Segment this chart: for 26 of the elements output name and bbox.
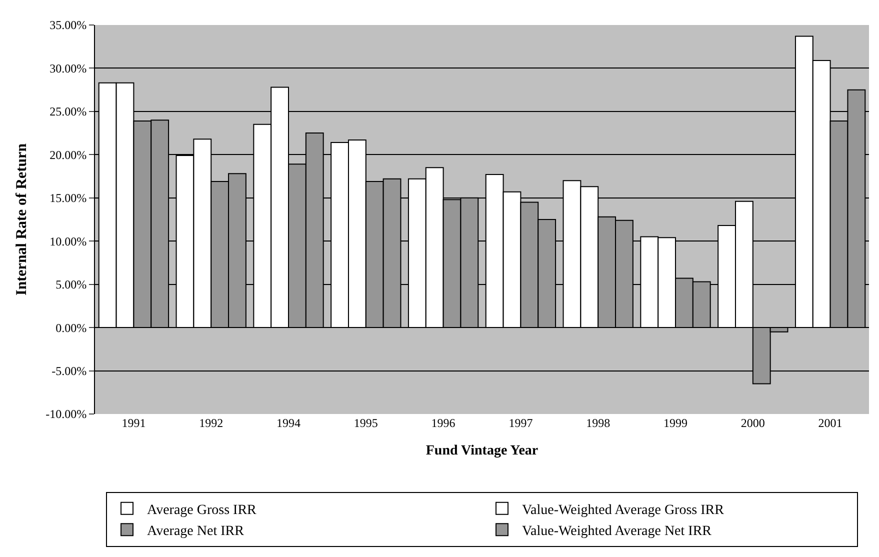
y-tick-label: -5.00%: [52, 364, 87, 378]
y-tick-label: 20.00%: [50, 148, 87, 162]
x-tick-label: 1992: [199, 416, 224, 430]
legend-label: Value-Weighted Average Gross IRR: [522, 502, 725, 518]
x-tick-label: 2001: [818, 416, 842, 430]
y-tick-label: 5.00%: [56, 278, 87, 292]
y-tick-label: 35.00%: [50, 18, 87, 32]
y-tick-label: 0.00%: [56, 320, 87, 335]
x-tick-label: 1996: [431, 416, 456, 430]
x-tick-label: 1994: [276, 416, 300, 430]
y-tick-label: 10.00%: [50, 234, 87, 248]
y-tick-label: 30.00%: [50, 61, 87, 76]
y-tick-label: 15.00%: [50, 191, 87, 206]
legend-label: Average Gross IRR: [147, 502, 258, 518]
y-axis-title: Internal Rate of Return: [14, 142, 30, 296]
x-axis-title: Fund Vintage Year: [426, 443, 538, 458]
x-tick-label: 1995: [354, 416, 378, 430]
y-tick-label: 25.00%: [50, 104, 87, 119]
x-tick-label: 1991: [122, 416, 146, 430]
x-tick-label: 1997: [508, 416, 533, 430]
legend-label: Value-Weighted Average Net IRR: [522, 524, 712, 540]
x-tick-label: 1999: [664, 416, 688, 430]
y-tick-label: -10.00%: [46, 407, 87, 422]
x-tick-label: 1998: [586, 416, 610, 430]
legend-label: Average Net IRR: [147, 524, 245, 540]
x-tick-label: 2000: [740, 416, 765, 430]
